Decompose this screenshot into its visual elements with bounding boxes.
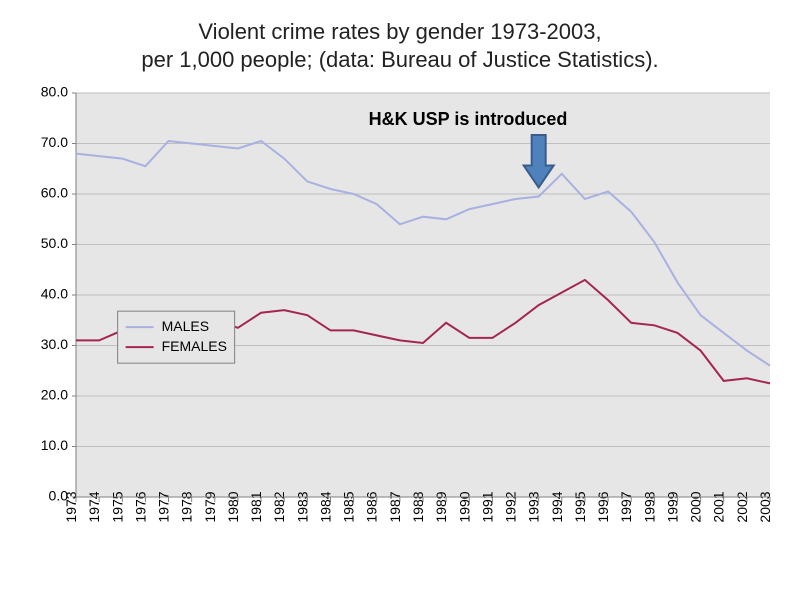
x-tick-label: 1999 (664, 491, 680, 522)
x-tick-label: 1984 (317, 491, 333, 522)
annotation-text: H&K USP is introduced (369, 109, 568, 129)
y-tick-label: 80.0 (41, 87, 68, 100)
x-tick-label: 1986 (364, 491, 380, 522)
legend-label-males: MALES (162, 318, 209, 334)
x-tick-label: 2002 (734, 491, 750, 522)
x-tick-label: 1975 (109, 491, 125, 522)
chart-svg: 0.010.020.030.040.050.060.070.080.019731… (20, 87, 780, 557)
y-tick-label: 60.0 (41, 185, 68, 201)
x-tick-label: 1985 (341, 491, 357, 522)
x-tick-label: 2003 (757, 491, 773, 522)
x-tick-label: 1981 (248, 491, 264, 522)
x-tick-label: 1980 (225, 491, 241, 522)
legend-label-females: FEMALES (162, 338, 227, 354)
x-tick-label: 1989 (433, 491, 449, 522)
x-tick-label: 1973 (63, 491, 79, 522)
x-tick-label: 1979 (202, 491, 218, 522)
chart-area: 0.010.020.030.040.050.060.070.080.019731… (20, 87, 780, 557)
x-tick-label: 1987 (387, 491, 403, 522)
x-tick-label: 1997 (618, 491, 634, 522)
chart-title-line2: per 1,000 people; (data: Bureau of Justi… (141, 47, 658, 72)
chart-title-line1: Violent crime rates by gender 1973-2003, (198, 19, 601, 44)
y-tick-label: 10.0 (41, 437, 68, 453)
x-tick-label: 2001 (711, 491, 727, 522)
x-tick-label: 1976 (132, 491, 148, 522)
y-tick-label: 50.0 (41, 235, 68, 251)
y-tick-label: 70.0 (41, 134, 68, 150)
y-tick-label: 40.0 (41, 286, 68, 302)
x-tick-label: 1993 (526, 491, 542, 522)
x-tick-label: 1983 (294, 491, 310, 522)
x-tick-label: 1990 (456, 491, 472, 522)
x-tick-label: 1998 (641, 491, 657, 522)
x-tick-label: 1988 (410, 491, 426, 522)
x-tick-label: 1977 (156, 491, 172, 522)
x-tick-label: 1982 (271, 491, 287, 522)
y-tick-label: 20.0 (41, 387, 68, 403)
y-tick-label: 30.0 (41, 336, 68, 352)
x-tick-label: 1994 (549, 491, 565, 522)
x-tick-label: 1995 (572, 491, 588, 522)
x-tick-label: 1992 (503, 491, 519, 522)
chart-title: Violent crime rates by gender 1973-2003,… (10, 18, 790, 73)
x-tick-label: 1978 (179, 491, 195, 522)
x-tick-label: 1974 (86, 491, 102, 522)
x-tick-label: 1996 (595, 491, 611, 522)
x-tick-label: 1991 (479, 491, 495, 522)
x-tick-label: 2000 (688, 491, 704, 522)
